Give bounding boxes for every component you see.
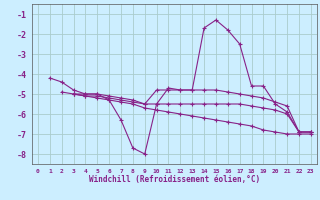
X-axis label: Windchill (Refroidissement éolien,°C): Windchill (Refroidissement éolien,°C) bbox=[89, 175, 260, 184]
